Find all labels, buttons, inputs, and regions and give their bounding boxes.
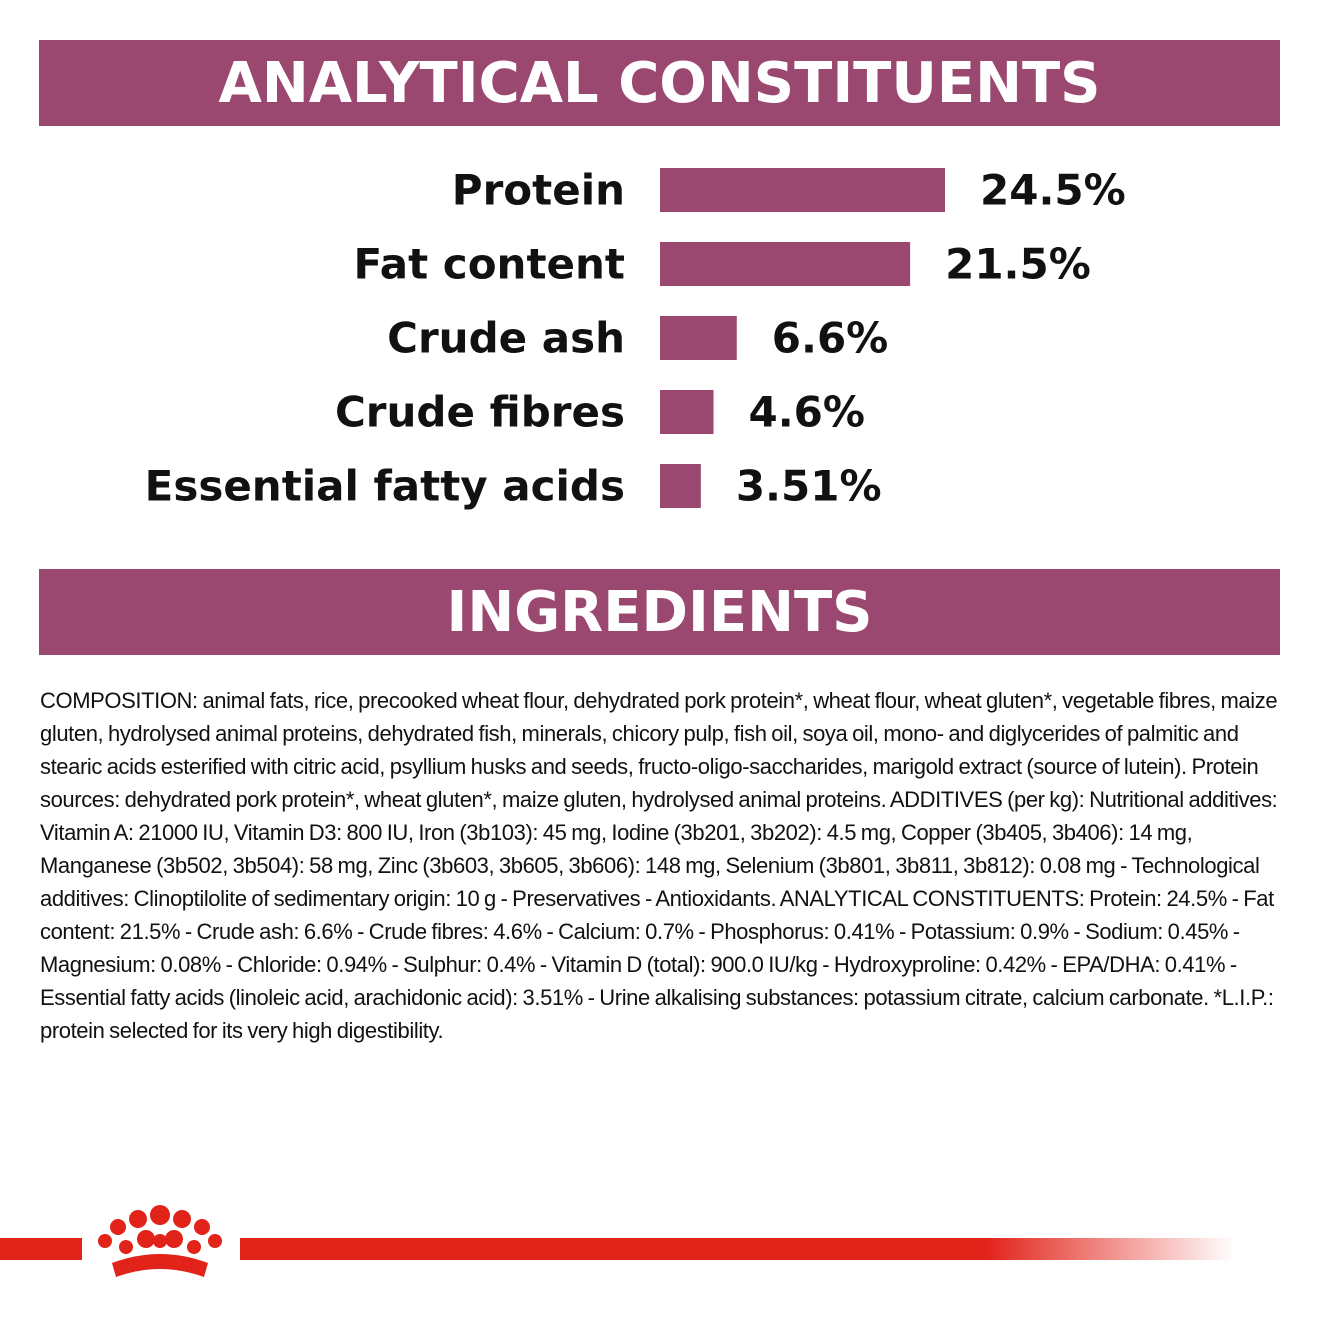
value-label: 24.5% [980,166,1126,215]
bar [660,242,911,286]
brand-line [0,1238,82,1260]
category-label: Fat content [354,240,625,289]
ingredients-text: COMPOSITION: animal fats, rice, precooke… [40,688,1278,1043]
brand-line [240,1238,1235,1260]
brand-footer [0,1205,1235,1277]
bar [660,464,701,508]
category-label: Protein [452,166,625,215]
value-label: 4.6% [749,388,865,437]
bar [660,168,945,212]
crown-logo [98,1205,222,1277]
value-label: 21.5% [945,240,1091,289]
section-title: INGREDIENTS [39,569,1280,655]
category-label: Crude ash [387,314,625,363]
bar [660,316,737,360]
value-label: 3.51% [736,462,882,511]
bar [660,390,714,434]
chart: Protein 24.5% Fat content 21.5% Crude ash 6.6… [145,166,1126,511]
category-label: Crude fibres [335,388,625,437]
chart-title: ANALYTICAL CONSTITUENTS [39,40,1280,126]
value-label: 6.6% [772,314,888,363]
category-label: Essential fatty acids [145,462,625,511]
